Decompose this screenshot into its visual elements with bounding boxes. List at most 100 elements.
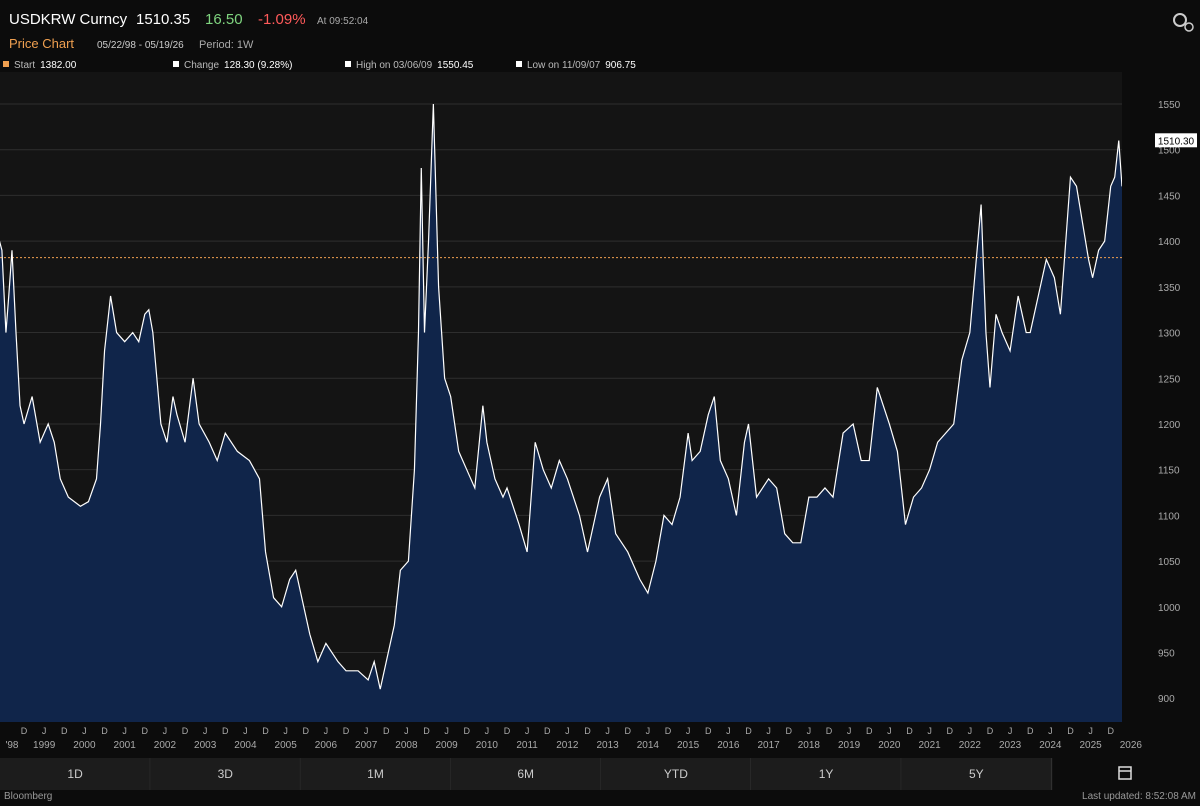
x-tick-label: 2007 bbox=[355, 740, 378, 751]
legend-swatch bbox=[3, 61, 9, 67]
calendar-button[interactable] bbox=[1052, 758, 1200, 790]
time: At 09:52:04 bbox=[317, 16, 369, 27]
legend-swatch bbox=[516, 61, 522, 67]
y-tick-label: 900 bbox=[1158, 694, 1175, 705]
period-button[interactable] bbox=[150, 758, 300, 790]
x-tick-label: 2001 bbox=[114, 740, 137, 751]
legend-label: Low on 11/09/07 bbox=[527, 60, 601, 71]
legend-swatch bbox=[173, 61, 179, 67]
x-minor-label: D bbox=[1067, 726, 1074, 736]
x-minor-label: J bbox=[122, 726, 127, 736]
x-tick-label: 2011 bbox=[516, 740, 538, 751]
x-minor-label: J bbox=[42, 726, 47, 736]
y-tick-label: 1250 bbox=[1158, 374, 1181, 385]
period-button[interactable] bbox=[751, 758, 901, 790]
period-button-label[interactable]: 5Y bbox=[969, 767, 984, 781]
x-minor-label: D bbox=[343, 726, 350, 736]
last-value-label: 1510.30 bbox=[1158, 136, 1195, 147]
x-tick-label: 2002 bbox=[154, 740, 177, 751]
period-button-label[interactable]: 6M bbox=[517, 767, 534, 781]
x-minor-label: D bbox=[21, 726, 28, 736]
y-tick-label: 1350 bbox=[1158, 283, 1181, 294]
y-tick-label: 1150 bbox=[1158, 466, 1180, 477]
period-button[interactable] bbox=[901, 758, 1051, 790]
x-minor-label: J bbox=[927, 726, 932, 736]
x-minor-label: D bbox=[745, 726, 752, 736]
y-tick-label: 1550 bbox=[1158, 100, 1181, 111]
period-button-label[interactable]: 1Y bbox=[819, 767, 834, 781]
settings-icon[interactable] bbox=[1173, 13, 1194, 32]
x-minor-label: D bbox=[101, 726, 108, 736]
x-minor-label: J bbox=[163, 726, 168, 736]
ticker: USDKRW Curncy bbox=[9, 11, 128, 28]
period: Period: 1W bbox=[199, 39, 254, 51]
legend-value: 906.75 bbox=[605, 60, 636, 71]
x-tick-label: 2023 bbox=[999, 740, 1022, 751]
period-button[interactable] bbox=[0, 758, 150, 790]
legend-label: Change bbox=[184, 60, 219, 71]
legend: Start 1382.00 Change 128.30 (9.28%) High on … bbox=[3, 60, 636, 71]
chart: 900 950 1000 1050 1100 1150 1200 1250 1300 1350 14… bbox=[0, 100, 1197, 751]
x-tick-label: 2017 bbox=[757, 740, 780, 751]
calendar-icon[interactable] bbox=[1118, 766, 1132, 780]
period-button[interactable] bbox=[300, 758, 450, 790]
x-minor-label: D bbox=[464, 726, 471, 736]
period-button-label[interactable]: YTD bbox=[664, 767, 688, 781]
x-minor-label: J bbox=[324, 726, 329, 736]
last-value-box bbox=[1155, 133, 1197, 148]
x-tick-label: 2015 bbox=[677, 740, 700, 751]
x-minor-label: J bbox=[1088, 726, 1093, 736]
x-tick-label: 2014 bbox=[637, 740, 660, 751]
period-button-label[interactable]: 1D bbox=[67, 767, 83, 781]
x-tick-label: 2016 bbox=[717, 740, 740, 751]
legend-label: Start bbox=[14, 60, 35, 71]
x-tick-label: 2010 bbox=[476, 740, 499, 751]
y-tick-label: 950 bbox=[1158, 649, 1175, 660]
x-minor-label: J bbox=[1048, 726, 1053, 736]
x-minor-label: J bbox=[887, 726, 892, 736]
x-minor-label: J bbox=[847, 726, 852, 736]
plot-clip bbox=[0, 103, 1122, 722]
x-tick-label: 2020 bbox=[878, 740, 901, 751]
period-button-label[interactable]: 1M bbox=[367, 767, 384, 781]
x-minor-label: D bbox=[182, 726, 189, 736]
legend-value: 128.30 (9.28%) bbox=[224, 60, 292, 71]
y-tick-label: 1400 bbox=[1158, 237, 1181, 248]
x-tick-label: 2009 bbox=[436, 740, 459, 751]
legend-label: High on 03/06/09 bbox=[356, 60, 433, 71]
period-button[interactable] bbox=[600, 758, 750, 790]
legend-value: 1550.45 bbox=[437, 60, 474, 71]
x-tick-label: 2019 bbox=[838, 740, 861, 751]
x-minor-label: D bbox=[61, 726, 68, 736]
y-tick-label: 1000 bbox=[1158, 603, 1181, 614]
gear[interactable] bbox=[1173, 13, 1187, 27]
period-button-label[interactable]: 3D bbox=[218, 767, 234, 781]
price: 1510.35 bbox=[136, 11, 190, 28]
x-tick-label: 2021 bbox=[918, 740, 941, 751]
x-tick-label: 2024 bbox=[1039, 740, 1062, 751]
period-button[interactable] bbox=[450, 758, 600, 790]
x-minor-label: J bbox=[766, 726, 771, 736]
y-tick-label: 1450 bbox=[1158, 191, 1181, 202]
x-tick-label: 2005 bbox=[275, 740, 298, 751]
chart-name: Price Chart bbox=[9, 36, 74, 51]
gear[interactable] bbox=[1184, 22, 1194, 32]
x-minor-label: J bbox=[807, 726, 812, 736]
x-minor-label: J bbox=[283, 726, 288, 736]
x-minor-label: D bbox=[946, 726, 953, 736]
legend-value: 1382.00 bbox=[40, 60, 77, 71]
x-tick-label: 1999 bbox=[33, 740, 56, 751]
x-tick-label: 2012 bbox=[556, 740, 579, 751]
x-tick-label: 2025 bbox=[1079, 740, 1102, 751]
y-tick-label: 1200 bbox=[1158, 420, 1181, 431]
x-minor-label: D bbox=[303, 726, 310, 736]
x-minor-label: D bbox=[705, 726, 712, 736]
x-minor-label: J bbox=[404, 726, 409, 736]
x-minor-label: D bbox=[906, 726, 913, 736]
x-minor-label: D bbox=[785, 726, 792, 736]
y-tick-label: 1500 bbox=[1158, 146, 1181, 157]
x-minor-label: J bbox=[203, 726, 208, 736]
x-tick-label: 2022 bbox=[959, 740, 982, 751]
